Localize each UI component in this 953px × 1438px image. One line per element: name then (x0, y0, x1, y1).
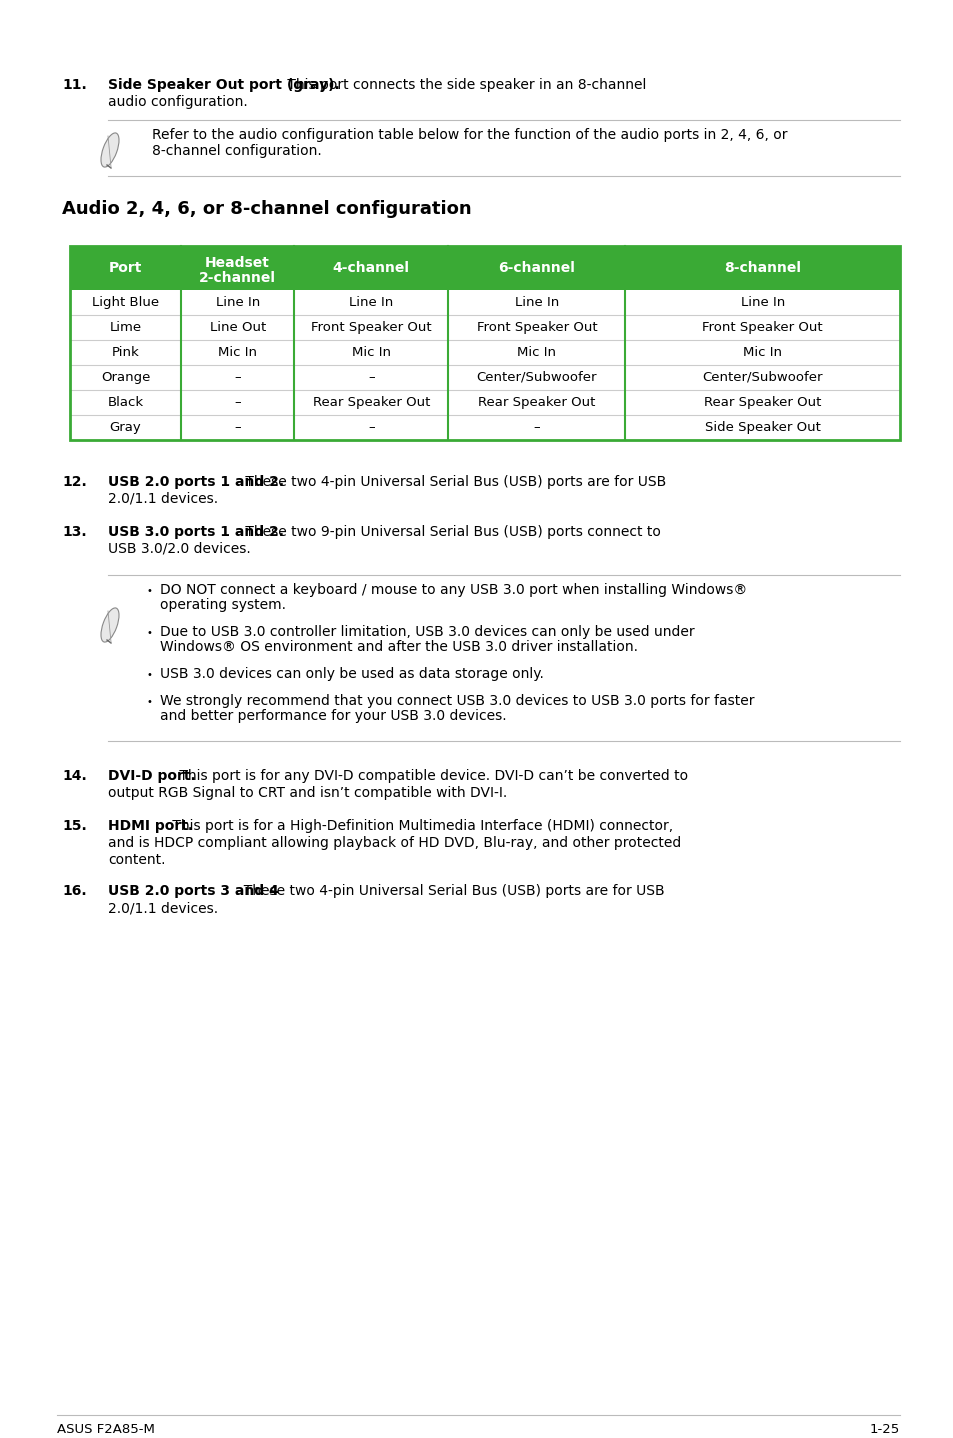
Text: Windows® OS environment and after the USB 3.0 driver installation.: Windows® OS environment and after the US… (160, 640, 638, 654)
Text: 14.: 14. (62, 769, 87, 784)
Text: 13.: 13. (62, 525, 87, 539)
Text: Mic In: Mic In (352, 347, 391, 360)
Text: 6-channel: 6-channel (497, 262, 575, 275)
Text: Mic In: Mic In (218, 347, 257, 360)
Text: Center/Subwoofer: Center/Subwoofer (476, 371, 597, 384)
Text: and is HDCP compliant allowing playback of HD DVD, Blu-ray, and other protected: and is HDCP compliant allowing playback … (108, 835, 680, 850)
Text: USB 3.0 ports 1 and 2.: USB 3.0 ports 1 and 2. (108, 525, 284, 539)
Text: Front Speaker Out: Front Speaker Out (311, 321, 431, 334)
Text: –: – (234, 421, 241, 434)
Text: Side Speaker Out port (gray).: Side Speaker Out port (gray). (108, 78, 339, 92)
Text: 2.0/1.1 devices.: 2.0/1.1 devices. (108, 902, 218, 915)
Bar (70, 390, 899, 416)
Text: This port connects the side speaker in an 8-channel: This port connects the side speaker in a… (283, 78, 646, 92)
Text: Rear Speaker Out: Rear Speaker Out (703, 395, 821, 408)
Text: Line In: Line In (740, 296, 784, 309)
Text: Audio 2, 4, 6, or 8-channel configuration: Audio 2, 4, 6, or 8-channel configuratio… (62, 200, 471, 219)
Text: 2-channel: 2-channel (199, 270, 275, 285)
Text: –: – (234, 371, 241, 384)
Text: Mic In: Mic In (742, 347, 781, 360)
Text: •: • (147, 628, 152, 638)
Text: •: • (147, 587, 152, 595)
Bar (70, 315, 899, 339)
Text: Rear Speaker Out: Rear Speaker Out (477, 395, 595, 408)
Text: USB 3.0 devices can only be used as data storage only.: USB 3.0 devices can only be used as data… (160, 667, 543, 682)
Text: Refer to the audio configuration table below for the function of the audio ports: Refer to the audio configuration table b… (152, 128, 786, 142)
Bar (70, 246, 899, 440)
Text: This port is for any DVI-D compatible device. DVI-D can’t be converted to: This port is for any DVI-D compatible de… (174, 769, 687, 784)
Text: Pink: Pink (112, 347, 139, 360)
Text: and better performance for your USB 3.0 devices.: and better performance for your USB 3.0 … (160, 709, 506, 723)
Text: Line In: Line In (349, 296, 393, 309)
Text: This port is for a High-Definition Multimedia Interface (HDMI) connector,: This port is for a High-Definition Multi… (169, 820, 673, 833)
Text: Line In: Line In (515, 296, 558, 309)
Text: 2.0/1.1 devices.: 2.0/1.1 devices. (108, 492, 218, 506)
Text: Rear Speaker Out: Rear Speaker Out (313, 395, 430, 408)
Text: operating system.: operating system. (160, 598, 286, 613)
Text: DVI-D port.: DVI-D port. (108, 769, 195, 784)
Text: content.: content. (108, 853, 165, 867)
Text: Front Speaker Out: Front Speaker Out (476, 321, 597, 334)
Text: DO NOT connect a keyboard / mouse to any USB 3.0 port when installing Windows®: DO NOT connect a keyboard / mouse to any… (160, 582, 746, 597)
Text: We strongly recommend that you connect USB 3.0 devices to USB 3.0 ports for fast: We strongly recommend that you connect U… (160, 695, 754, 707)
Text: output RGB Signal to CRT and isn’t compatible with DVI-I.: output RGB Signal to CRT and isn’t compa… (108, 787, 507, 800)
Text: 12.: 12. (62, 475, 87, 489)
Text: ASUS F2A85-M: ASUS F2A85-M (57, 1424, 154, 1437)
Text: Center/Subwoofer: Center/Subwoofer (701, 371, 822, 384)
Ellipse shape (101, 132, 119, 167)
Text: Line Out: Line Out (210, 321, 266, 334)
Text: Headset: Headset (205, 256, 270, 270)
Text: –: – (533, 421, 539, 434)
Text: Line In: Line In (215, 296, 259, 309)
Bar (70, 246, 899, 290)
Text: •: • (147, 670, 152, 680)
Text: •: • (147, 697, 152, 707)
Text: Lime: Lime (110, 321, 142, 334)
Text: . These two 4-pin Universal Serial Bus (USB) ports are for USB: . These two 4-pin Universal Serial Bus (… (234, 884, 664, 897)
Text: 11.: 11. (62, 78, 87, 92)
Text: Front Speaker Out: Front Speaker Out (701, 321, 822, 334)
Text: –: – (234, 395, 241, 408)
Text: These two 9-pin Universal Serial Bus (USB) ports connect to: These two 9-pin Universal Serial Bus (US… (241, 525, 660, 539)
Text: 8-channel: 8-channel (723, 262, 801, 275)
Text: USB 3.0/2.0 devices.: USB 3.0/2.0 devices. (108, 542, 251, 557)
Text: 15.: 15. (62, 820, 87, 833)
Bar (70, 290, 899, 315)
Text: 16.: 16. (62, 884, 87, 897)
Text: audio configuration.: audio configuration. (108, 95, 248, 109)
Text: Side Speaker Out: Side Speaker Out (704, 421, 820, 434)
Text: USB 2.0 ports 3 and 4: USB 2.0 ports 3 and 4 (108, 884, 278, 897)
Text: Mic In: Mic In (517, 347, 556, 360)
Bar (70, 365, 899, 390)
Text: Orange: Orange (101, 371, 151, 384)
Ellipse shape (101, 608, 119, 643)
Bar (70, 339, 899, 365)
Text: Light Blue: Light Blue (91, 296, 159, 309)
Text: HDMI port.: HDMI port. (108, 820, 193, 833)
Text: –: – (368, 421, 375, 434)
Text: Port: Port (109, 262, 142, 275)
Text: These two 4-pin Universal Serial Bus (USB) ports are for USB: These two 4-pin Universal Serial Bus (US… (241, 475, 665, 489)
Text: USB 2.0 ports 1 and 2.: USB 2.0 ports 1 and 2. (108, 475, 284, 489)
Text: 1-25: 1-25 (869, 1424, 899, 1437)
Text: –: – (368, 371, 375, 384)
Text: 8-channel configuration.: 8-channel configuration. (152, 144, 321, 158)
Text: 4-channel: 4-channel (333, 262, 410, 275)
Text: Gray: Gray (110, 421, 141, 434)
Text: Due to USB 3.0 controller limitation, USB 3.0 devices can only be used under: Due to USB 3.0 controller limitation, US… (160, 626, 694, 638)
Text: Black: Black (108, 395, 144, 408)
Bar (70, 416, 899, 440)
